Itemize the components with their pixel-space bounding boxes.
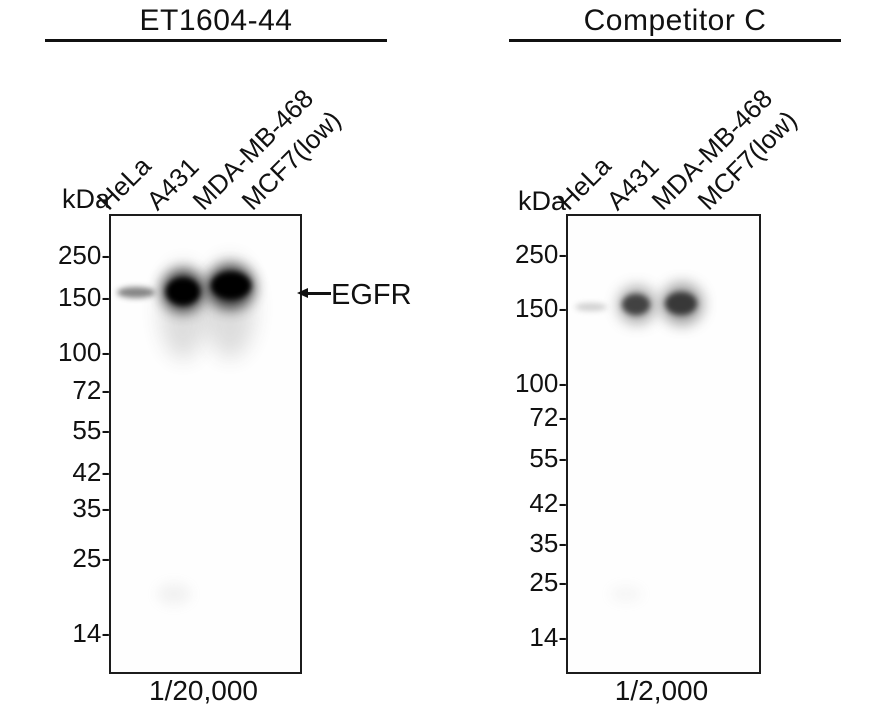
ladder-25: 25- [529,567,567,597]
blot-membrane [109,214,302,674]
title-underline [509,39,841,42]
ladder-25: 25- [72,543,110,573]
band-mda-mb-468 [211,272,251,299]
ladder-14: 14- [529,622,567,652]
ladder-35: 35- [529,528,567,558]
band-mda-mb-468 [665,292,697,315]
ladder-14: 14- [72,618,110,648]
egfr-target-label: EGFR [331,279,412,311]
panel-title: ET1604-44 [139,4,293,37]
ladder-72: 72- [72,375,110,405]
ladder-55: 55- [529,443,567,473]
ladder-100: 100- [57,337,110,367]
ladder-150: 150- [57,282,110,312]
left-arrow-icon [297,288,308,298]
lane-label-a431: A431 [140,151,205,216]
ladder-42: 42- [529,488,567,518]
ladder-100: 100- [514,368,567,398]
kda-unit-label: kDa [61,184,110,214]
ladder-72: 72- [529,402,567,432]
panel-title: Competitor C [583,4,767,37]
ladder-42: 42- [72,457,110,487]
ladder-250: 250- [57,240,110,270]
background-smudge [610,586,642,602]
title-underline [45,39,387,42]
background-smudge [157,583,191,605]
ladder-55: 55- [72,415,110,445]
ladder-250: 250- [514,239,567,269]
band-hela [575,303,607,311]
dilution-label: 1/20,000 [149,675,258,706]
blot-membrane [566,214,761,674]
lane-label-hela: HeLa [91,150,157,216]
dilution-label: 1/2,000 [614,675,709,706]
band-a431 [166,278,200,305]
kda-unit-label: kDa [517,186,566,216]
band-a431 [622,294,650,315]
band-hela [117,287,155,298]
ladder-35: 35- [72,493,110,523]
arrow-shaft [307,292,331,295]
ladder-150: 150- [514,293,567,323]
lane-label-hela: HeLa [551,150,617,216]
